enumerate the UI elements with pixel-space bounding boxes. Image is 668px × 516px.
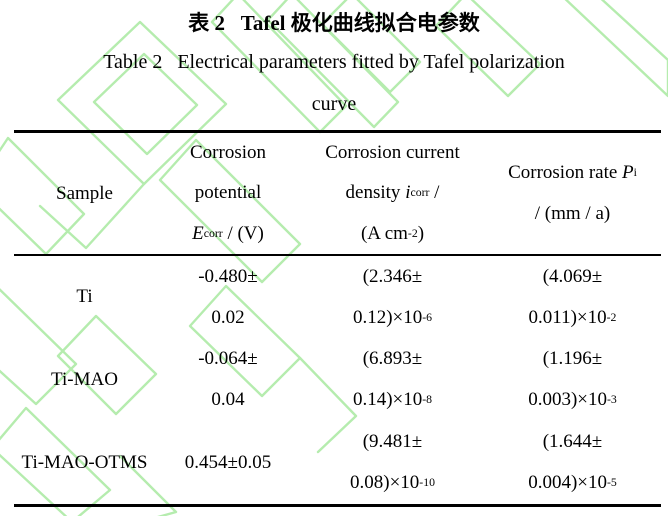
cell-sample: Ti-MAO-OTMS (21, 451, 148, 473)
cell-corrosion-potential: -0.480± 0.02 (198, 265, 258, 328)
cell-corrosion-rate: (1.644± 0.004)×10 -5 (528, 431, 617, 494)
cell-corrosion-rate: (1.196± 0.003)×10 -3 (528, 348, 617, 411)
table-row-ti-mao: Ti-MAO -0.064± 0.04 (6.893± 0.14)×10 -8 (1.… (14, 339, 661, 422)
cell-corrosion-potential: 0.454±0.05 (184, 451, 272, 473)
table-title-en: Table 2 Electrical parameters fitted by … (103, 51, 565, 73)
header-cell-corrosion-current-density: Corrosion current density i corr / (A cm -2) (325, 142, 460, 244)
cell-sample: Ti (76, 286, 93, 308)
cell-corrosion-current-density: (6.893± 0.14)×10 -8 (352, 348, 433, 411)
cell-sample: Ti-MAO (51, 368, 118, 390)
header-cell-sample: Sample (56, 182, 113, 204)
cell-corrosion-current-density: (9.481± 0.08)×10 -10 (350, 431, 435, 494)
table-title-en-continued: curve (311, 93, 357, 115)
cell-corrosion-rate: (4.069± 0.011)×10 -2 (528, 265, 617, 328)
cell-corrosion-potential: -0.064± 0.04 (198, 348, 258, 411)
table-title-zh: 表 2 Tafel 极化曲线拟合电参数 (188, 11, 480, 35)
table-row-ti: Ti -0.480± 0.02 (2.346± 0.12)×10 -6 (4.069±… (14, 256, 661, 339)
table-row-ti-mao-otms: Ti-MAO-OTMS 0.454±0.05 (9.481± 0.08)×10 -1… (14, 421, 661, 504)
cell-corrosion-current-density: (2.346± 0.12)×10 -6 (352, 265, 433, 328)
table-body: Ti -0.480± 0.02 (2.346± 0.12)×10 -6 (4.069±… (14, 256, 661, 504)
